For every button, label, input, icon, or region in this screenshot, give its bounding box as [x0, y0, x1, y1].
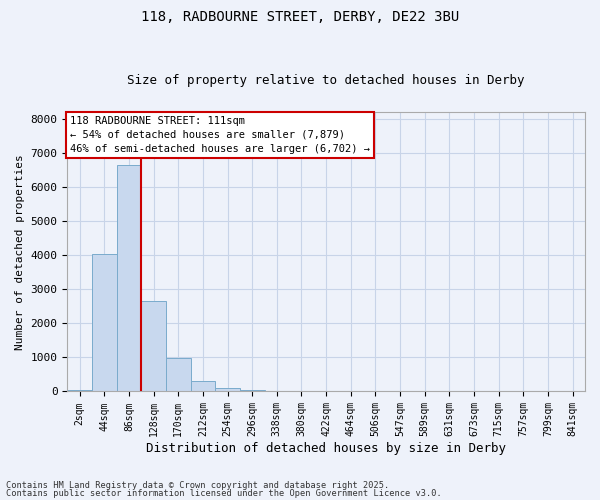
- Text: 118, RADBOURNE STREET, DERBY, DE22 3BU: 118, RADBOURNE STREET, DERBY, DE22 3BU: [141, 10, 459, 24]
- Text: 118 RADBOURNE STREET: 111sqm
← 54% of detached houses are smaller (7,879)
46% of: 118 RADBOURNE STREET: 111sqm ← 54% of de…: [70, 116, 370, 154]
- Bar: [191, 381, 215, 392]
- Title: Size of property relative to detached houses in Derby: Size of property relative to detached ho…: [127, 74, 525, 87]
- Bar: [166, 358, 191, 392]
- X-axis label: Distribution of detached houses by size in Derby: Distribution of detached houses by size …: [146, 442, 506, 455]
- Bar: [240, 390, 265, 392]
- Text: Contains public sector information licensed under the Open Government Licence v3: Contains public sector information licen…: [6, 488, 442, 498]
- Bar: [67, 390, 92, 392]
- Bar: [116, 164, 141, 392]
- Bar: [141, 301, 166, 392]
- Text: Contains HM Land Registry data © Crown copyright and database right 2025.: Contains HM Land Registry data © Crown c…: [6, 481, 389, 490]
- Y-axis label: Number of detached properties: Number of detached properties: [15, 154, 25, 350]
- Bar: [215, 388, 240, 392]
- Bar: [92, 254, 116, 392]
